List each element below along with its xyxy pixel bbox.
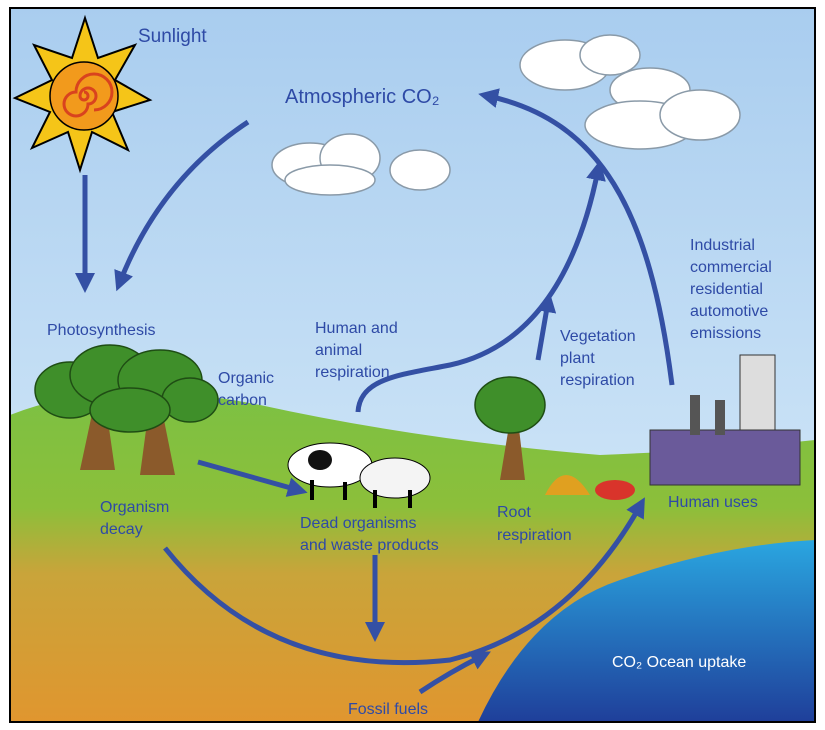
label: decay [100, 521, 143, 538]
label: Organic [218, 370, 274, 387]
label: automotive [690, 303, 768, 320]
label: carbon [218, 392, 267, 409]
label: Vegetation [560, 328, 636, 345]
label: Photosynthesis [47, 322, 156, 339]
label: Sunlight [138, 26, 207, 47]
label: Industrial [690, 237, 755, 254]
label: residential [690, 281, 763, 298]
label: Fossil fuels [348, 701, 428, 718]
carbon-cycle-diagram: Sunlight Atmospheric CO₂ Photosynthesis … [0, 0, 825, 730]
label: Dead organisms [300, 515, 417, 532]
label: commercial [690, 259, 772, 276]
label: respiration [497, 527, 572, 544]
label: Organism [100, 499, 169, 516]
label: Human uses [668, 494, 758, 511]
label: animal [315, 342, 362, 359]
label: and waste products [300, 537, 439, 554]
label: CO₂ Ocean uptake [612, 654, 746, 671]
label: Atmospheric CO₂ [285, 86, 439, 108]
label: respiration [560, 372, 635, 389]
label: plant [560, 350, 595, 367]
label: Root [497, 504, 531, 521]
label: emissions [690, 325, 761, 342]
label: respiration [315, 364, 390, 381]
label: Human and [315, 320, 398, 337]
